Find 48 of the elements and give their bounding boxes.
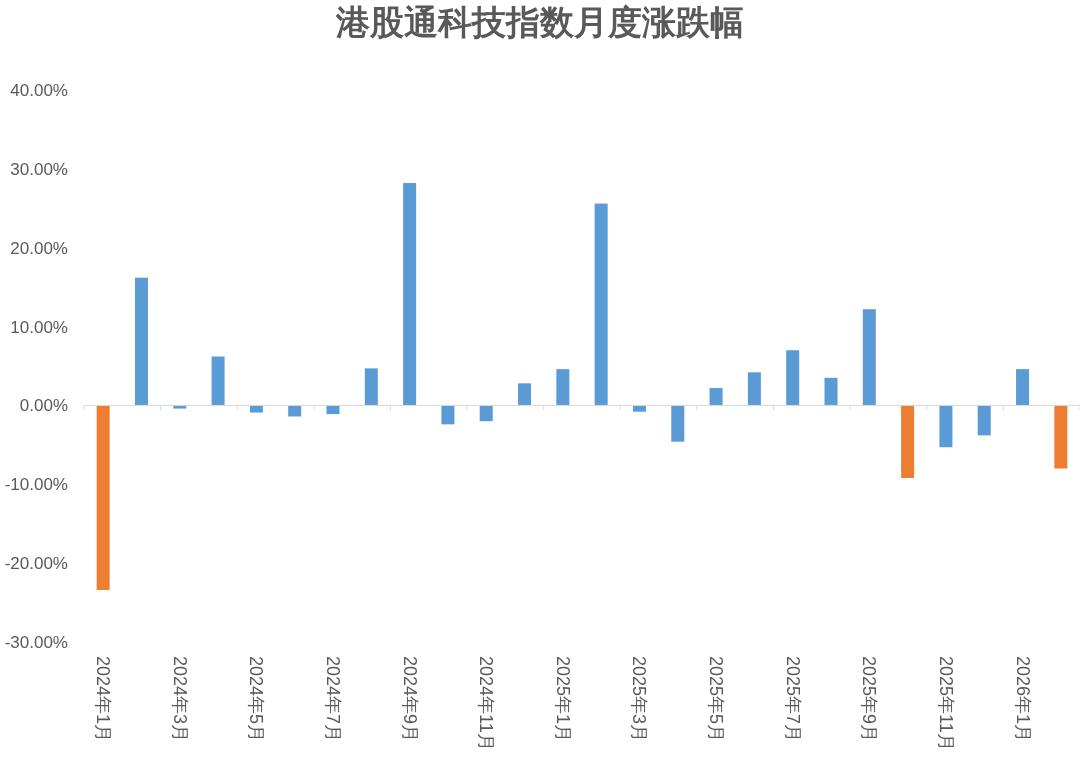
chart-title: 港股通科技指数月度涨跌幅 bbox=[335, 3, 744, 41]
x-tick-label: 2024年5月 bbox=[246, 656, 267, 743]
y-tick-label: -20.00% bbox=[4, 554, 68, 574]
bar bbox=[173, 405, 187, 409]
x-tick-label: 2025年1月 bbox=[552, 656, 573, 743]
bar bbox=[977, 405, 991, 436]
bar bbox=[403, 183, 417, 406]
x-tick-label: 2025年5月 bbox=[706, 656, 727, 743]
bar bbox=[709, 388, 723, 406]
y-tick-label: -10.00% bbox=[4, 475, 68, 495]
bar bbox=[862, 309, 876, 406]
bar bbox=[786, 350, 800, 406]
x-tick-label: 2024年11月 bbox=[476, 656, 497, 751]
bar bbox=[1016, 369, 1030, 406]
bar bbox=[594, 203, 608, 406]
x-tick-label: 2025年7月 bbox=[782, 656, 803, 743]
y-tick-label: 0.00% bbox=[19, 396, 68, 416]
bar bbox=[249, 405, 263, 413]
x-tick-label: 2024年1月 bbox=[93, 656, 114, 743]
bar bbox=[671, 405, 685, 442]
bar bbox=[901, 405, 915, 478]
bar bbox=[479, 405, 493, 422]
bar bbox=[939, 405, 953, 448]
bar bbox=[96, 405, 110, 590]
bar bbox=[824, 377, 838, 406]
bar bbox=[747, 372, 761, 406]
x-tick-label: 2025年11月 bbox=[935, 656, 956, 751]
x-tick-label: 2024年9月 bbox=[399, 656, 420, 743]
y-tick-label: 30.00% bbox=[10, 159, 68, 179]
bar bbox=[326, 405, 340, 415]
y-tick-label: 20.00% bbox=[10, 238, 68, 258]
bar bbox=[1054, 405, 1068, 469]
bar bbox=[364, 368, 378, 406]
x-tick-label: 2025年9月 bbox=[859, 656, 880, 743]
bar bbox=[288, 405, 302, 417]
bar bbox=[556, 369, 570, 406]
y-tick-label: -30.00% bbox=[4, 633, 68, 652]
bar bbox=[632, 405, 646, 412]
bar bbox=[518, 383, 532, 406]
x-tick-label: 2024年3月 bbox=[169, 656, 190, 743]
x-tick-label: 2025年3月 bbox=[629, 656, 650, 743]
y-tick-label: 10.00% bbox=[10, 317, 68, 337]
bar bbox=[441, 405, 455, 425]
y-tick-label: 40.00% bbox=[10, 81, 68, 100]
x-tick-label: 2026年1月 bbox=[1012, 656, 1033, 743]
x-tick-label: 2024年7月 bbox=[323, 656, 343, 743]
bar bbox=[211, 356, 225, 406]
bar bbox=[134, 277, 148, 406]
